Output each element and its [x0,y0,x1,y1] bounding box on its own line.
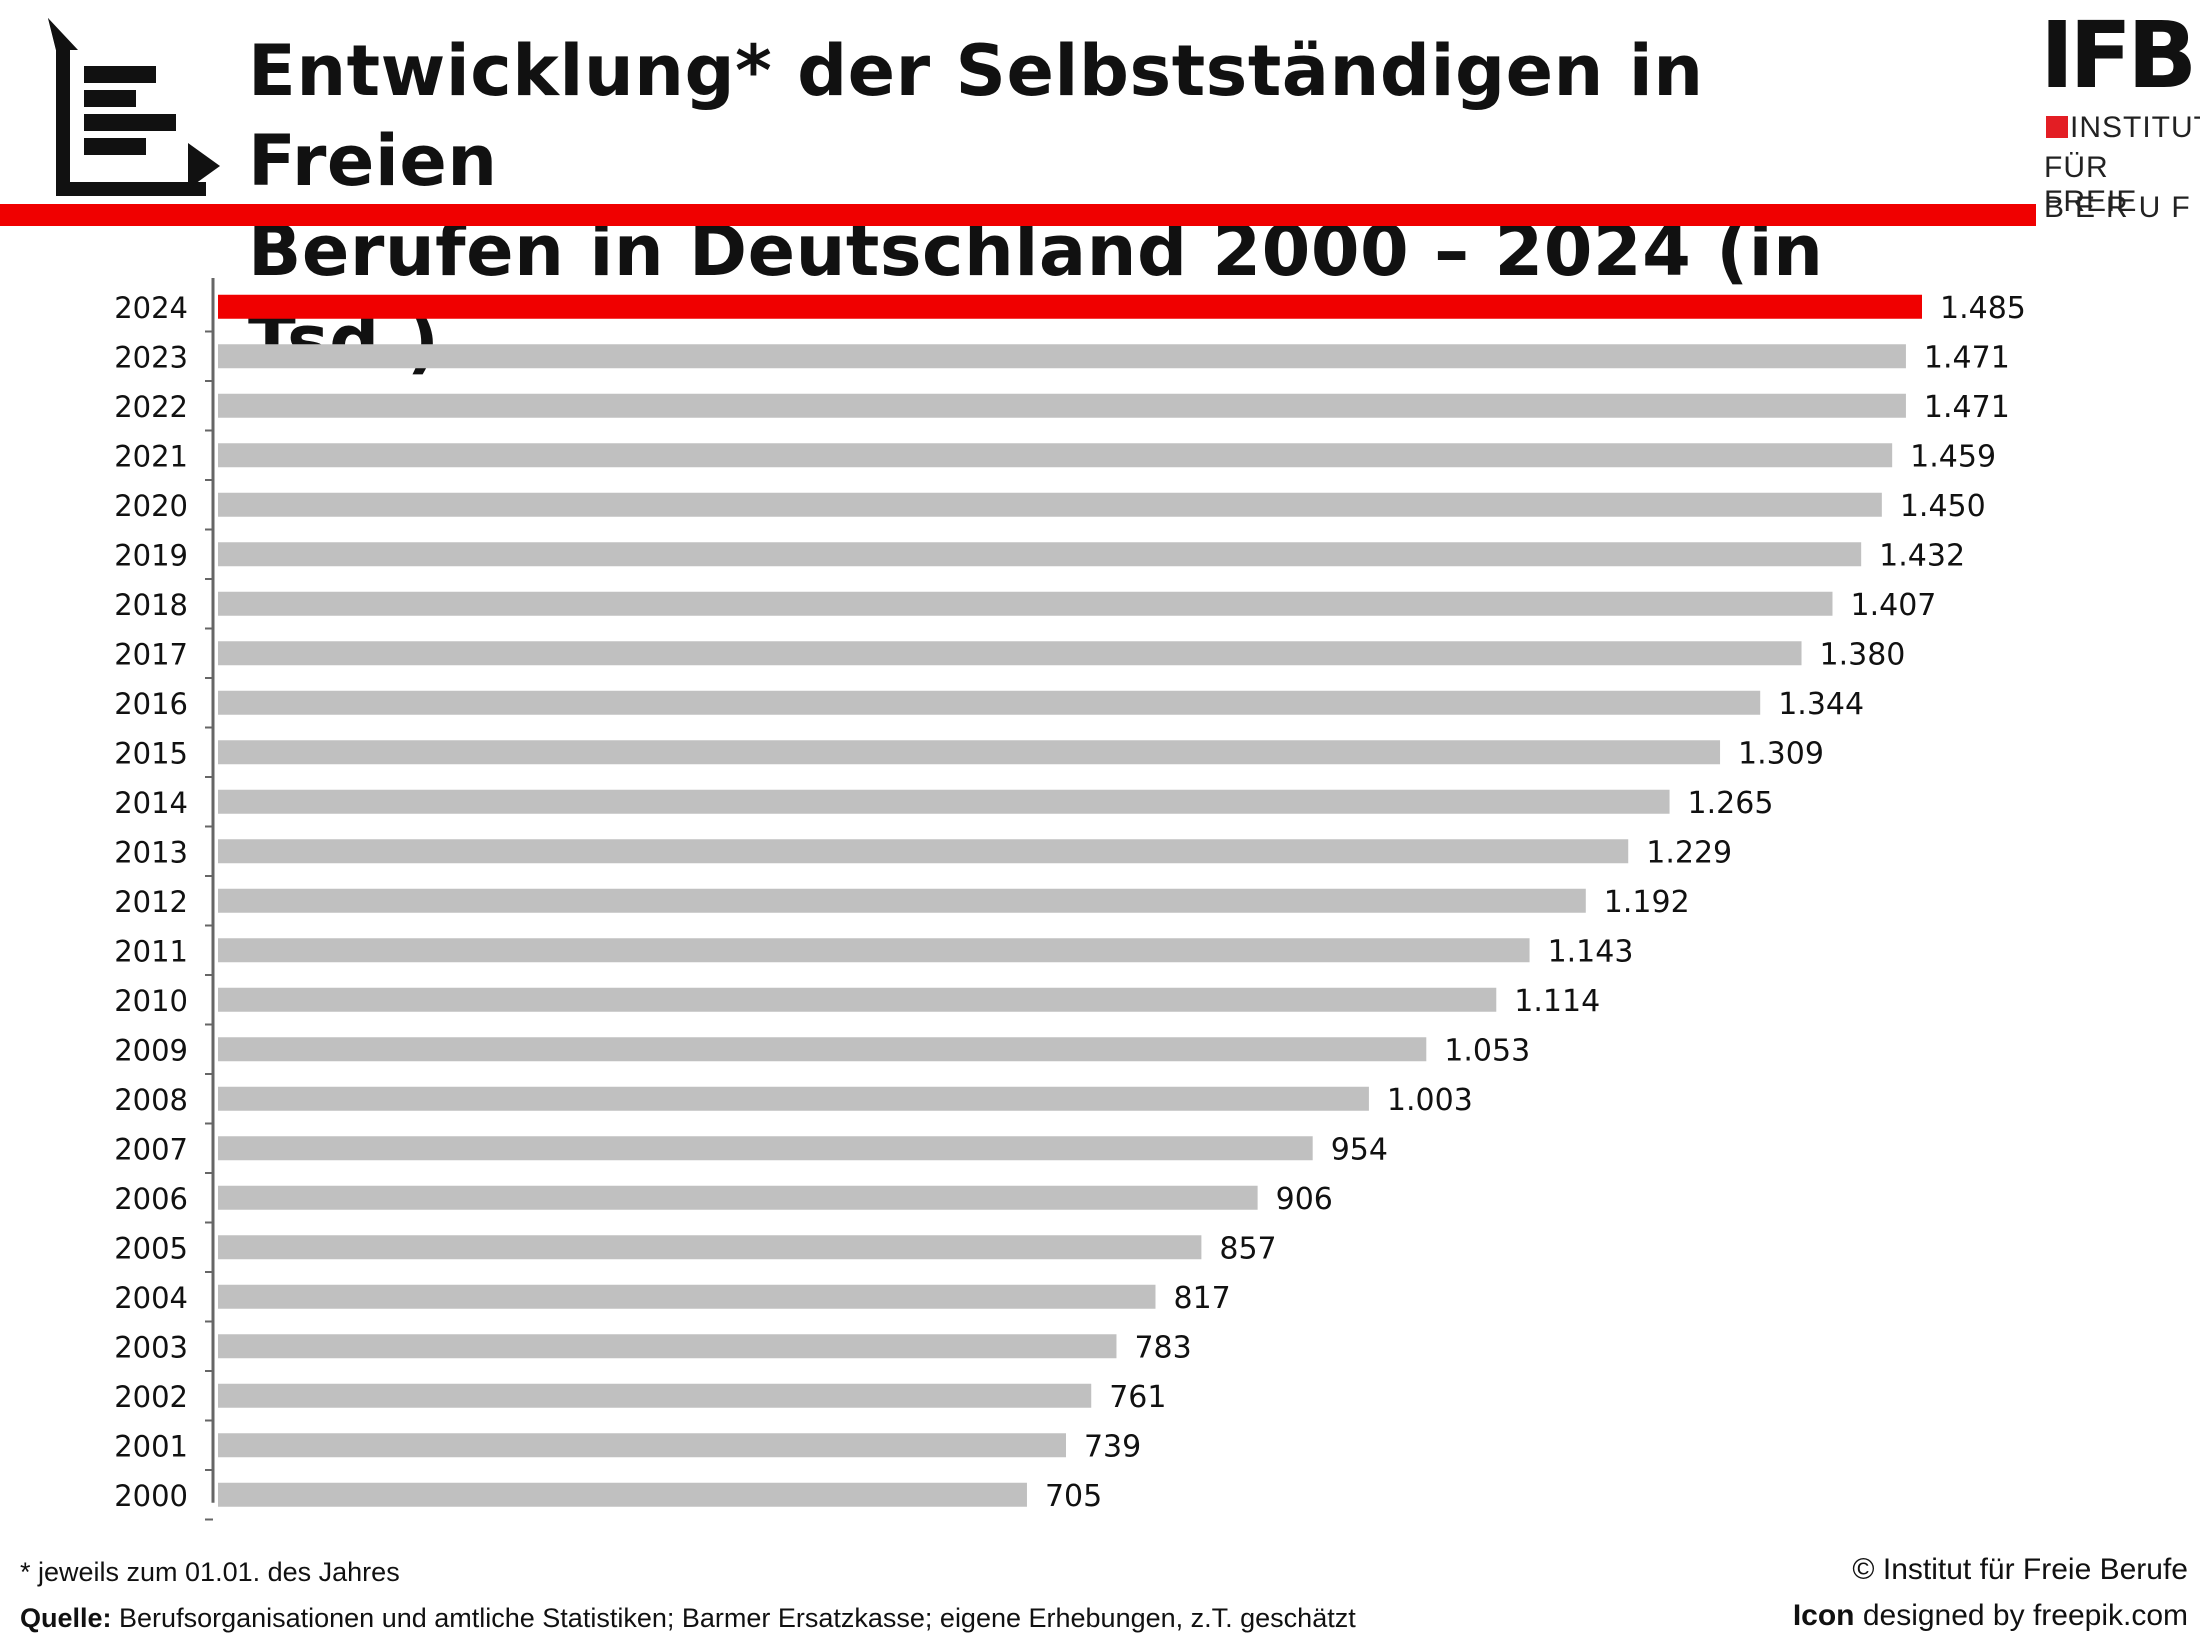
data-label: 954 [1331,1132,1388,1167]
logo-square [2046,116,2068,138]
logo-wordmark: IFB [2040,2,2197,109]
data-label: 739 [1084,1429,1141,1464]
bar [218,938,1530,963]
footnote-date: * jeweils zum 01.01. des Jahres [20,1557,400,1587]
data-label: 1.229 [1646,835,1732,870]
icon-credit-text: designed by freepik.com [1854,1599,2188,1632]
icon-credit: Icon designed by freepik.com [1793,1599,2188,1633]
y-tick-label: 2011 [114,934,188,968]
bar-chart: 2024 1.485 2023 1.471 2022 1.471 2021 1.459 2020… [114,278,2026,1521]
data-label: 1.432 [1879,538,1965,573]
bar [218,1334,1117,1359]
y-tick-label: 2018 [114,588,188,622]
icon-credit-label: Icon [1792,1599,1855,1632]
y-tick-label: 2021 [114,439,188,473]
bar [218,1086,1369,1111]
bar [218,344,1906,369]
bar [218,443,1893,468]
data-label: 1.471 [1924,340,2010,375]
y-tick-label: 2017 [114,637,188,671]
y-tick-label: 2005 [114,1231,188,1265]
y-tick-label: 2024 [114,291,188,325]
source-text: Berufsorganisationen und amtliche Statis… [111,1603,1356,1633]
data-label: 1.471 [1924,390,2010,425]
data-label: 817 [1173,1281,1230,1316]
y-tick-label: 2023 [114,340,188,374]
data-label: 1.450 [1900,489,1986,524]
data-label: 761 [1109,1380,1166,1415]
data-label: 857 [1219,1231,1276,1266]
header-divider [0,204,2036,226]
data-label: 1.053 [1444,1033,1530,1068]
y-tick-label: 2009 [114,1033,188,1067]
y-tick-label: 2010 [114,984,188,1018]
bar [218,1433,1066,1458]
data-label: 1.114 [1514,984,1600,1019]
data-label: 1.003 [1387,1083,1473,1118]
y-tick-label: 2016 [114,687,188,721]
y-tick-label: 2015 [114,736,188,770]
bar [218,1185,1258,1210]
bar [218,1482,1027,1507]
source-label: Quelle: [20,1603,112,1633]
y-tick-label: 2004 [114,1281,188,1315]
data-label: 783 [1134,1330,1191,1365]
y-tick-label: 2019 [114,538,188,572]
y-tick-label: 2008 [114,1083,188,1117]
data-label: 1.344 [1778,687,1864,722]
y-tick-label: 2000 [114,1479,188,1513]
bar [218,542,1862,567]
copyright-note: © Institut für Freie Berufe [1852,1553,2188,1586]
bar-chart-icon [40,18,230,203]
data-label: 1.309 [1738,736,1824,771]
bar [218,1136,1313,1161]
bar [218,641,1802,666]
data-label: 705 [1045,1479,1102,1514]
y-tick-label: 2012 [114,885,188,919]
bar [218,591,1833,616]
y-tick-label: 2022 [114,390,188,424]
bar [218,1284,1156,1309]
data-label: 1.192 [1604,885,1690,920]
title-line-1: Entwicklung* der Selbstständigen in Frei… [248,30,1704,202]
logo-line-2: FÜR FREIE [2044,151,2138,218]
data-label: 1.459 [1910,439,1996,474]
y-tick-label: 2001 [114,1429,188,1463]
data-label: 1.143 [1548,934,1634,969]
bar [218,1235,1202,1260]
data-label: 1.380 [1820,637,1906,672]
bar [218,1383,1092,1408]
y-tick-label: 2014 [114,786,188,820]
data-label: 1.407 [1850,588,1936,623]
logo-line-1: INSTITUT [2070,111,2200,144]
bar [218,1037,1427,1062]
ifb-logo: IFB INSTITUT FÜR FREIE BERUFE [2040,8,2200,228]
y-tick-label: 2007 [114,1132,188,1166]
bar [218,888,1586,913]
bar [218,839,1629,864]
bar [218,690,1761,715]
bar [218,393,1906,418]
data-label: 1.485 [1940,291,2026,326]
y-tick-label: 2013 [114,835,188,869]
y-tick-label: 2003 [114,1330,188,1364]
bar [218,740,1721,765]
bar [218,987,1497,1012]
y-tick-label: 2002 [114,1380,188,1414]
source-note: Quelle: Berufsorganisationen und amtlich… [20,1603,1356,1634]
bar-highlight [218,294,1922,319]
bar [218,492,1882,517]
bar [218,789,1670,814]
data-label: 1.265 [1688,786,1774,821]
data-label: 906 [1276,1182,1333,1217]
logo-line-3: BERUFE [2044,191,2200,224]
y-tick-label: 2020 [114,489,188,523]
y-tick-label: 2006 [114,1182,188,1216]
